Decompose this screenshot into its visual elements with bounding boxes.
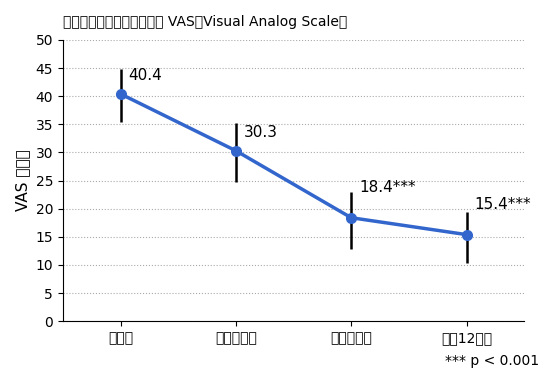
Text: 40.4: 40.4 — [129, 68, 162, 83]
Text: 30.3: 30.3 — [244, 124, 278, 140]
Text: 15.4***: 15.4*** — [475, 197, 531, 212]
Text: *** p < 0.001: *** p < 0.001 — [445, 354, 539, 368]
Text: 膝関節痛のアンケート調査 VAS（Visual Analog Scale）: 膝関節痛のアンケート調査 VAS（Visual Analog Scale） — [63, 15, 347, 29]
Y-axis label: VAS 平均値: VAS 平均値 — [15, 150, 30, 211]
Text: 18.4***: 18.4*** — [359, 180, 416, 195]
